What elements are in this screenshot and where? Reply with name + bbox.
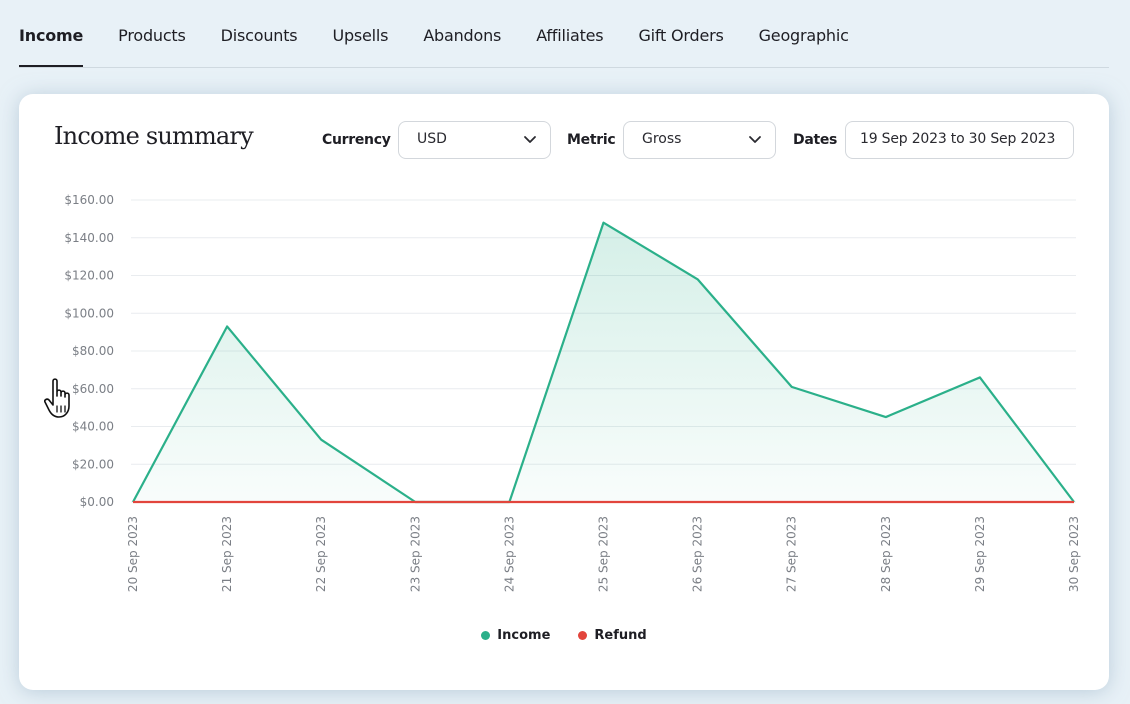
tab-geographic[interactable]: Geographic (758, 26, 849, 45)
x-tick-label: 22 Sep 2023 (314, 516, 328, 592)
legend-label-refund: Refund (594, 628, 647, 643)
legend-dot-refund (578, 631, 588, 640)
tab-products[interactable]: Products (118, 26, 186, 45)
legend-label-income: Income (497, 628, 551, 643)
income-chart: $0.00 $20.00 $40.00 $60.00 $80.00 $100.00 $120… (64, 193, 1081, 592)
y-tick-label: $160.00 (64, 193, 114, 207)
income-area (133, 222, 1074, 502)
currency-select[interactable]: USD (398, 121, 551, 159)
y-tick-label: $20.00 (72, 457, 114, 471)
date-range-value: 19 Sep 2023 to 30 Sep 2023 (860, 131, 1056, 147)
dates-label: Dates (793, 132, 838, 148)
chevron-down-icon (524, 136, 536, 143)
report-tabs: Income Products Discounts Upsells Abando… (19, 0, 1109, 68)
income-series-line (132, 221, 1075, 504)
date-range-input[interactable]: 19 Sep 2023 to 30 Sep 2023 (845, 121, 1074, 159)
card-title: Income summary (54, 122, 254, 150)
currency-value: USD (417, 131, 447, 147)
tab-income[interactable]: Income (19, 0, 83, 67)
y-tick-label: $100.00 (64, 306, 114, 320)
legend-item-income[interactable]: Income (481, 628, 550, 643)
metric-select[interactable]: Gross (623, 121, 776, 159)
y-tick-label: $40.00 (72, 420, 114, 434)
y-tick-label: $140.00 (64, 231, 114, 245)
currency-label: Currency (322, 132, 391, 148)
tab-gift-orders[interactable]: Gift Orders (638, 26, 724, 45)
y-tick-label: $60.00 (72, 382, 114, 396)
x-tick-label: 24 Sep 2023 (502, 516, 516, 592)
x-tick-label: 21 Sep 2023 (220, 516, 234, 592)
x-tick-label: 25 Sep 2023 (597, 516, 611, 592)
chevron-down-icon (749, 136, 761, 143)
income-summary-card: Income summary Currency USD Metric Gross… (19, 94, 1109, 690)
x-tick-label: 27 Sep 2023 (785, 516, 799, 592)
x-tick-label: 28 Sep 2023 (879, 516, 893, 592)
tab-abandons[interactable]: Abandons (423, 26, 502, 45)
y-tick-label: $0.00 (80, 495, 114, 509)
metric-label: Metric (567, 132, 616, 148)
x-tick-label: 26 Sep 2023 (691, 516, 705, 592)
x-tick-label: 29 Sep 2023 (973, 516, 987, 592)
x-tick-label: 20 Sep 2023 (126, 516, 140, 592)
chart-legend: Income Refund (19, 628, 1109, 643)
x-tick-label: 23 Sep 2023 (408, 516, 422, 592)
y-tick-label: $80.00 (72, 344, 114, 358)
y-tick-label: $120.00 (64, 269, 114, 283)
hand-pointer-cursor-icon (44, 378, 70, 418)
legend-item-refund[interactable]: Refund (578, 628, 647, 643)
legend-dot-income (481, 631, 491, 640)
metric-value: Gross (642, 131, 682, 147)
x-tick-label: 30 Sep 2023 (1067, 516, 1081, 592)
tab-affiliates[interactable]: Affiliates (536, 26, 604, 45)
tab-discounts[interactable]: Discounts (220, 26, 298, 45)
tab-upsells[interactable]: Upsells (332, 26, 389, 45)
